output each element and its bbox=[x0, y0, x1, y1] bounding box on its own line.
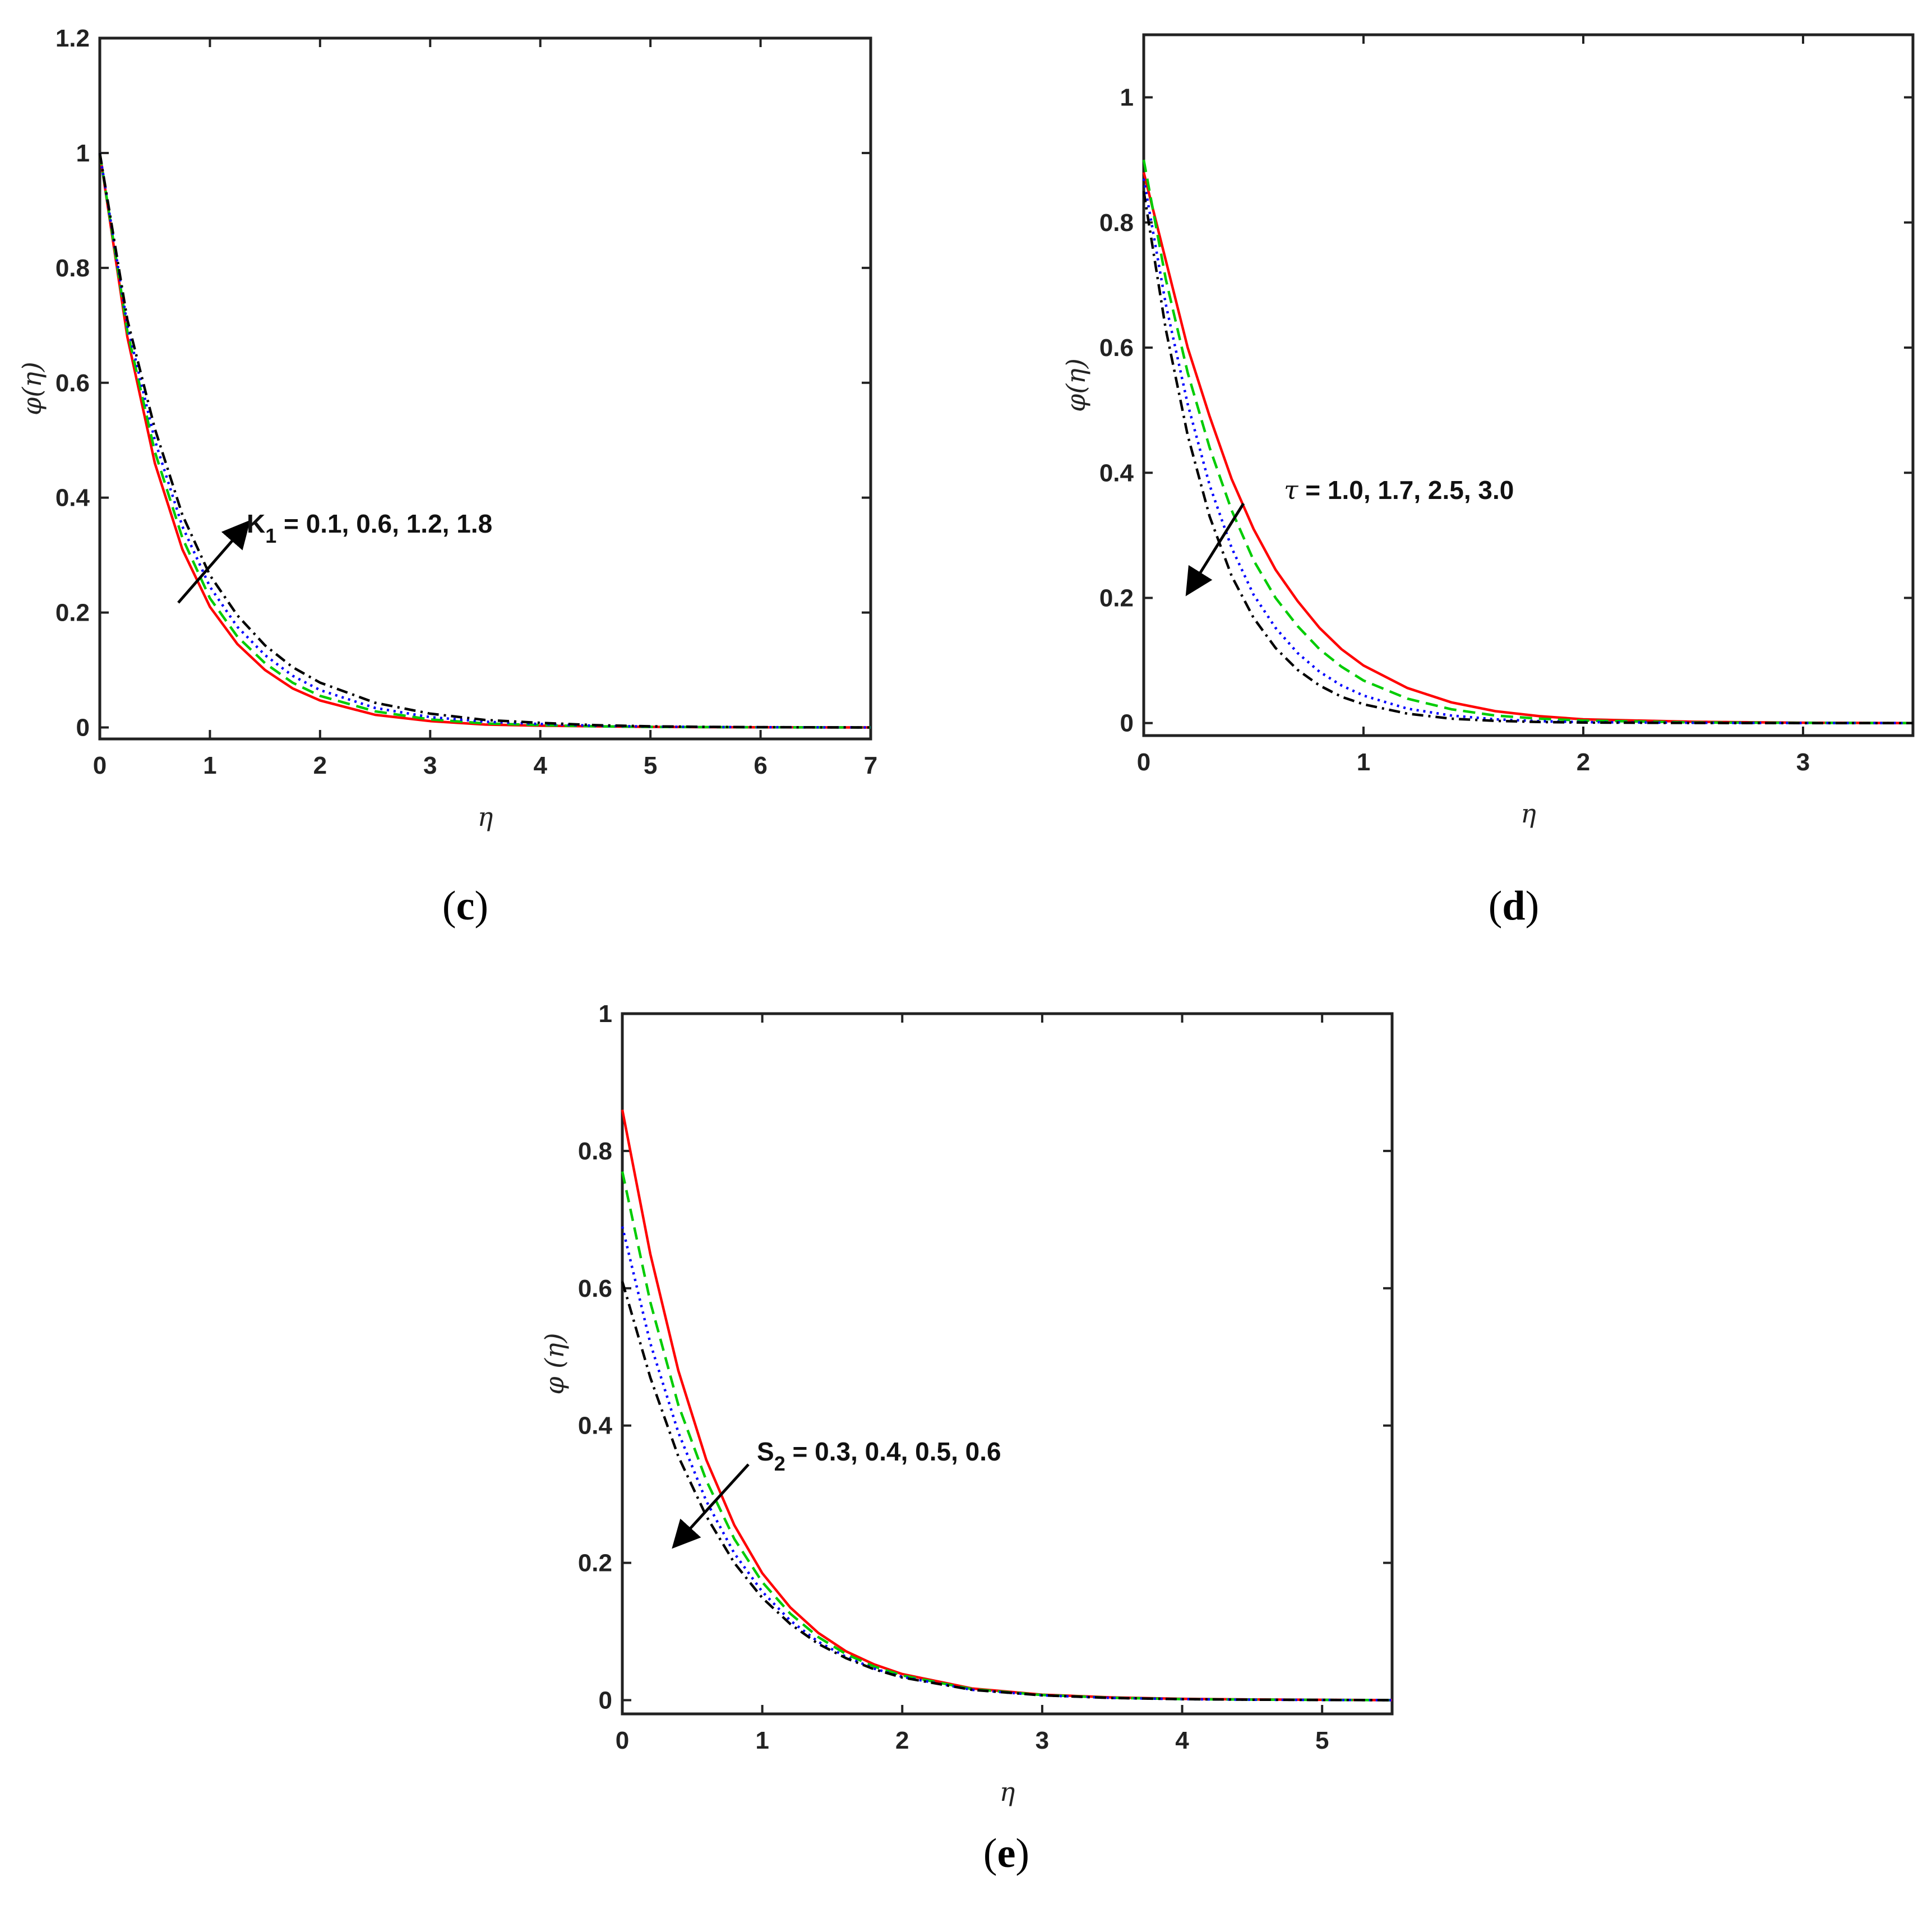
caption-paren-close: ) bbox=[474, 883, 488, 929]
y-tick-label: 0.4 bbox=[578, 1412, 613, 1440]
y-tick-label: 0.2 bbox=[578, 1550, 612, 1577]
x-axis-label: η bbox=[478, 802, 493, 832]
y-axis-label: φ (η) bbox=[539, 1333, 570, 1394]
x-tick-label: 1 bbox=[1357, 748, 1370, 776]
annotation-subscript: 2 bbox=[774, 1452, 785, 1475]
plot-frame bbox=[98, 36, 872, 741]
annotation-values: = 1.0, 1.7, 2.5, 3.0 bbox=[1298, 475, 1514, 505]
x-tick-label: 6 bbox=[754, 752, 767, 779]
y-tick-label: 0.6 bbox=[578, 1275, 612, 1302]
panel-caption: (d) bbox=[1489, 883, 1539, 929]
annotation-symbol: S bbox=[757, 1437, 774, 1466]
caption-letter: d bbox=[1502, 883, 1525, 929]
y-axis-label: φ(η) bbox=[1061, 358, 1091, 412]
plot-frame bbox=[621, 1012, 1394, 1716]
series-line-3 bbox=[621, 1226, 1393, 1702]
y-tick-label: 0.6 bbox=[56, 369, 90, 397]
series-line-4 bbox=[98, 152, 871, 729]
caption-letter: c bbox=[456, 883, 475, 929]
y-tick-label: 0.4 bbox=[1099, 459, 1134, 487]
series-line-4 bbox=[621, 1281, 1393, 1702]
x-tick-label: 4 bbox=[1175, 1727, 1189, 1754]
panel-d: 0 1 2 3 0 0.2 0.4 0.6 0.8 1 η φ(η) τ = 1.0, 1.7, 2.5… bbox=[1061, 33, 1915, 929]
y-tick-label: 0.8 bbox=[578, 1138, 612, 1165]
y-tick-label: 0 bbox=[76, 714, 90, 742]
series-line-1 bbox=[98, 152, 871, 729]
y-tick-label: 1 bbox=[76, 140, 90, 167]
y-tick-label: 0.8 bbox=[1099, 209, 1134, 237]
y-tick-label: 1 bbox=[1120, 84, 1134, 112]
panel-caption: (e) bbox=[983, 1831, 1029, 1876]
annotation-arrow bbox=[1185, 502, 1245, 597]
y-tick-label: 0.8 bbox=[56, 255, 90, 282]
annotation-symbol: K bbox=[247, 509, 265, 538]
y-tick-label: 1.2 bbox=[56, 25, 90, 52]
series-line-3 bbox=[1142, 178, 1913, 724]
series-line-2 bbox=[621, 1171, 1393, 1702]
x-tick-label: 4 bbox=[533, 752, 547, 779]
x-tick-label: 2 bbox=[895, 1727, 909, 1754]
x-tick-label: 5 bbox=[644, 752, 657, 779]
series-line-3 bbox=[98, 152, 871, 729]
x-axis-label: η bbox=[1000, 1777, 1015, 1807]
annotation-label: K1 = 0.1, 0.6, 1.2, 1.8 bbox=[247, 509, 492, 547]
y-tick-label: 0.2 bbox=[1099, 584, 1134, 612]
annotation-arrow bbox=[672, 1463, 750, 1549]
x-tick-label: 3 bbox=[1036, 1727, 1049, 1754]
y-tick-label: 0.6 bbox=[1099, 334, 1134, 362]
x-tick-label: 1 bbox=[203, 752, 216, 779]
series-line-4 bbox=[1142, 191, 1913, 724]
x-tick-label: 0 bbox=[1137, 748, 1150, 776]
x-axis-label: η bbox=[1520, 798, 1536, 829]
y-tick-label: 0.2 bbox=[56, 599, 90, 627]
annotation-symbol: τ bbox=[1284, 475, 1299, 505]
caption-paren-close: ) bbox=[1015, 1831, 1029, 1876]
panel-c: 0 1 2 3 4 5 6 700.20.40.60.811.2ηφ(η)K1 = 0.1, … bbox=[17, 25, 877, 929]
x-tick-label: 7 bbox=[864, 752, 877, 779]
y-tick-label: 0.4 bbox=[56, 484, 90, 512]
annotation-arrow bbox=[177, 520, 251, 604]
y-axis-label: φ(η) bbox=[17, 362, 47, 415]
annotation-label: τ = 1.0, 1.7, 2.5, 3.0 bbox=[1284, 475, 1514, 505]
y-tick-label: 0 bbox=[599, 1687, 612, 1714]
caption-paren-close: ) bbox=[1526, 883, 1540, 929]
panel-caption: (c) bbox=[442, 883, 488, 929]
x-tick-label: 3 bbox=[1796, 748, 1810, 776]
caption-letter: e bbox=[997, 1831, 1016, 1876]
y-tick-label: 0 bbox=[1120, 710, 1134, 737]
series-line-2 bbox=[1142, 159, 1913, 724]
y-tick-label: 1 bbox=[599, 1000, 612, 1028]
caption-paren-open: ( bbox=[442, 883, 456, 929]
annotation-values: = 0.3, 0.4, 0.5, 0.6 bbox=[785, 1437, 1001, 1466]
x-tick-label: 1 bbox=[755, 1727, 769, 1754]
x-tick-label: 0 bbox=[616, 1727, 629, 1754]
x-tick-label: 0 bbox=[93, 752, 107, 779]
annotation-label: S2 = 0.3, 0.4, 0.5, 0.6 bbox=[757, 1437, 1001, 1475]
x-tick-label: 2 bbox=[1577, 748, 1590, 776]
plot-frame bbox=[1142, 33, 1915, 737]
x-tick-label: 2 bbox=[313, 752, 327, 779]
caption-paren-open: ( bbox=[1489, 883, 1503, 929]
series-line-1 bbox=[621, 1109, 1393, 1702]
series-line-2 bbox=[98, 152, 871, 729]
annotation-values: = 0.1, 0.6, 1.2, 1.8 bbox=[276, 509, 492, 538]
caption-paren-open: ( bbox=[983, 1831, 997, 1876]
annotation-subscript: 1 bbox=[265, 524, 276, 547]
series-line-1 bbox=[1142, 172, 1913, 724]
x-tick-label: 3 bbox=[423, 752, 437, 779]
x-tick-label: 5 bbox=[1315, 1727, 1329, 1754]
